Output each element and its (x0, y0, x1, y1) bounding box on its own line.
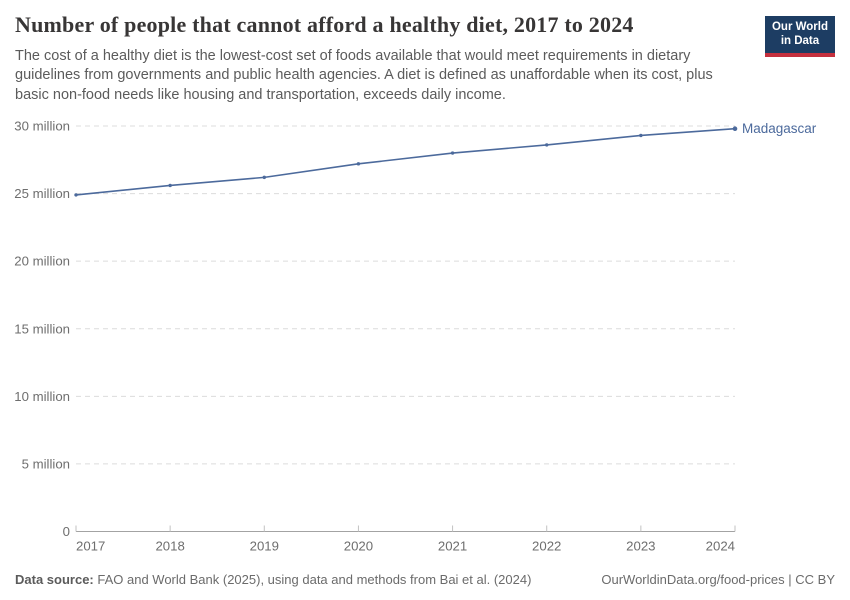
data-point[interactable] (545, 143, 549, 147)
y-axis-tick-label: 0 (63, 524, 70, 539)
data-point[interactable] (74, 193, 78, 197)
x-axis-tick-label: 2024 (706, 539, 735, 554)
chart-line[interactable] (75, 127, 736, 196)
data-source-label: Data source: (15, 572, 94, 587)
owid-logo-line1: Our World (771, 21, 828, 33)
chart-title: Number of people that cannot afford a he… (15, 12, 634, 37)
x-axis-tick-label: 2019 (250, 539, 279, 554)
y-axis-tick-label: 10 million (14, 389, 70, 404)
chart-header: Number of people that cannot afford a he… (15, 12, 835, 105)
owid-logo[interactable]: Our World in Data (764, 16, 835, 58)
data-point[interactable] (639, 133, 643, 138)
data-source-note: Data source: FAO and World Bank (2025), … (15, 572, 531, 587)
x-axis-tick-label: 2020 (344, 539, 373, 554)
data-source-text: FAO and World Bank (2025), using data an… (97, 572, 532, 587)
y-axis-tick-label: 5 million (22, 456, 70, 471)
owid-logo-line2: in Data (780, 34, 820, 47)
data-point[interactable] (262, 175, 266, 180)
x-axis-tick-label: 2021 (438, 539, 467, 554)
x-axis-tick-label: 2023 (626, 539, 655, 554)
data-point[interactable] (450, 151, 455, 155)
data-point[interactable] (732, 126, 738, 132)
data-point[interactable] (168, 183, 172, 188)
footer-link[interactable]: OurWorldinData.org/food-prices | CC BY (601, 572, 835, 587)
x-axis-tick-label: 2018 (155, 539, 184, 554)
entity-label[interactable]: Madagascar (742, 121, 817, 136)
chart-subtitle: The cost of a healthy diet is the lowest… (15, 48, 713, 103)
y-axis-tick-label: 30 million (14, 119, 70, 134)
y-axis-tick-label: 15 million (14, 321, 70, 336)
data-point[interactable] (356, 162, 361, 166)
x-axis-tick-label: 2022 (532, 539, 561, 554)
x-axis-tick-label: 2017 (76, 539, 105, 554)
y-axis-tick-label: 25 million (14, 186, 70, 201)
y-axis-tick-label: 20 million (14, 254, 70, 269)
chart-footer: Data source: FAO and World Bank (2025), … (15, 572, 835, 587)
